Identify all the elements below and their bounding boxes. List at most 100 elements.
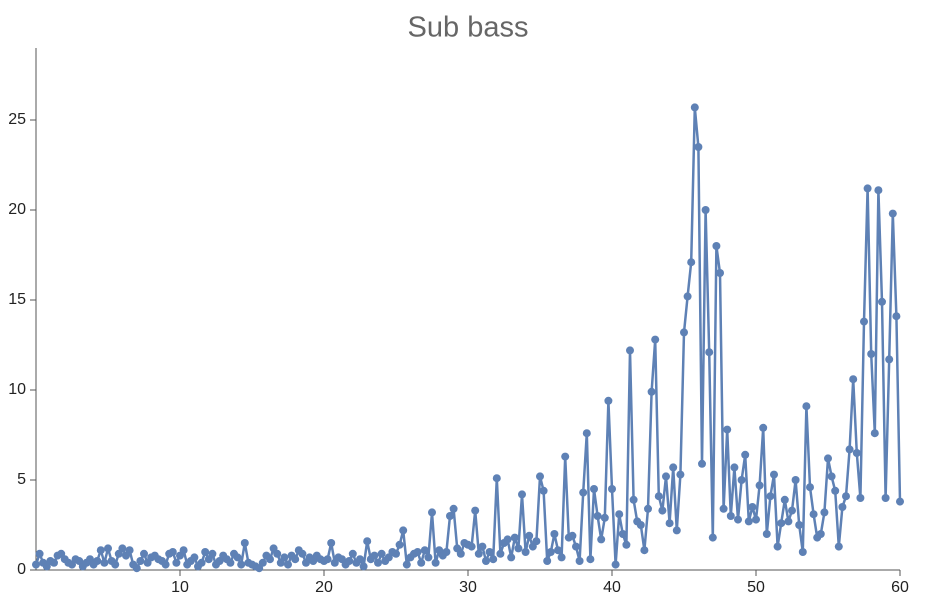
data-point [485,548,494,556]
data-point [860,317,868,326]
data-point [474,549,483,558]
data-point [496,549,505,558]
data-point [647,387,656,396]
data-point [428,508,436,517]
data-point [546,548,555,556]
data-point [615,510,624,519]
data-point [795,521,804,529]
data-point [672,526,681,535]
data-point [863,184,872,193]
data-point [845,445,854,454]
data-point [809,510,818,519]
data-point [712,242,721,250]
data-point [708,533,717,542]
data-point [392,549,400,558]
data-point [676,470,685,479]
data-point [539,486,548,495]
data-point [374,558,382,567]
data-point [489,555,498,564]
data-point [640,546,649,555]
data-point [572,542,580,551]
data-point [780,495,789,504]
data-point [791,476,800,484]
data-point [327,539,336,547]
data-point [784,517,793,526]
y-tick-label: 5 [17,471,26,488]
data-point [568,531,577,540]
data-point [802,402,811,411]
data-point [878,297,886,306]
data-point [870,429,879,438]
data-point [507,553,516,562]
data-point [798,548,807,556]
x-tick-label: 50 [747,579,765,596]
data-point [579,488,588,497]
data-point [104,544,112,553]
data-point [93,557,102,565]
data-point [773,542,782,551]
data-point [521,548,530,556]
data-point [842,492,850,501]
data-point [50,558,58,567]
data-point [694,143,703,151]
data-point [258,558,267,567]
data-point [896,497,904,506]
data-point [514,544,523,553]
data-point [525,531,534,540]
data-point [575,557,584,565]
data-point [197,558,206,567]
data-point [550,530,559,538]
data-point [690,103,699,112]
data-point [190,553,199,562]
data-point [345,557,354,565]
y-tick-label: 0 [17,561,26,578]
data-point [503,535,512,544]
data-point [420,546,429,555]
data-point [125,546,134,555]
data-point [888,209,897,218]
data-point [201,548,210,556]
chart-title: Sub bass [408,12,529,44]
data-point [100,558,109,567]
data-point [669,463,678,472]
data-point [536,472,544,481]
data-point [449,504,458,513]
data-point [824,454,832,463]
data-point [402,560,411,569]
data-point [172,558,181,567]
data-point [431,558,440,567]
y-tick-label: 20 [8,201,26,218]
data-point [852,449,861,457]
data-point [622,540,631,549]
y-tick-label: 15 [8,291,26,308]
data-point [600,513,609,522]
data-point [482,557,490,565]
data-point [834,542,843,551]
y-tick-label: 10 [8,381,26,398]
data-point [233,553,242,562]
data-point [687,258,696,267]
data-point [716,269,724,277]
data-point [136,557,145,565]
data-point [683,292,692,301]
data-point [831,486,840,495]
data-point [424,553,433,562]
data-point [168,548,177,556]
data-point [849,375,858,384]
data-point [510,533,519,542]
data-point [770,470,778,479]
data-point [827,472,836,481]
data-point [554,546,562,555]
data-point [284,560,292,569]
x-tick-label: 40 [603,579,621,596]
data-point [608,485,616,493]
data-point [266,555,274,564]
data-point [597,535,606,544]
data-point [654,492,663,501]
data-point [273,549,282,558]
data-point [356,555,364,564]
x-tick-label: 30 [459,579,477,596]
data-point [881,494,890,502]
data-point [413,548,422,556]
